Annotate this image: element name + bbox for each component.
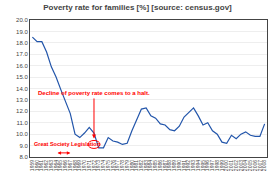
svg-text:1968: 1968 bbox=[72, 160, 78, 171]
svg-text:13.0: 13.0 bbox=[16, 97, 28, 103]
svg-text:Decline of poverty rate comes: Decline of poverty rate comes to a halt. bbox=[38, 90, 150, 96]
svg-text:20.0: 20.0 bbox=[16, 17, 28, 23]
svg-text:1990: 1990 bbox=[176, 160, 182, 171]
svg-text:2006: 2006 bbox=[252, 160, 258, 171]
svg-text:1967: 1967 bbox=[67, 160, 73, 171]
svg-text:1996: 1996 bbox=[204, 160, 210, 171]
svg-text:1997: 1997 bbox=[209, 160, 215, 171]
svg-text:18.0: 18.0 bbox=[16, 40, 28, 46]
svg-text:2000: 2000 bbox=[223, 160, 229, 171]
svg-text:1979: 1979 bbox=[124, 160, 130, 171]
svg-text:19.0: 19.0 bbox=[16, 29, 28, 35]
svg-text:9.0: 9.0 bbox=[19, 143, 28, 149]
svg-text:11.0: 11.0 bbox=[17, 120, 29, 126]
svg-text:1978: 1978 bbox=[119, 160, 125, 171]
svg-text:1973: 1973 bbox=[95, 160, 101, 171]
svg-text:1966: 1966 bbox=[62, 160, 68, 171]
svg-text:1993: 1993 bbox=[190, 160, 196, 171]
svg-text:1971: 1971 bbox=[86, 160, 92, 171]
svg-text:1987: 1987 bbox=[162, 160, 168, 171]
svg-text:1960: 1960 bbox=[34, 160, 40, 171]
svg-text:Poverty rate for families [%]: Poverty rate for families [%] [source: c… bbox=[43, 3, 232, 12]
svg-text:1964: 1964 bbox=[53, 160, 59, 171]
svg-text:17.0: 17.0 bbox=[16, 51, 28, 57]
svg-text:1975: 1975 bbox=[105, 160, 111, 171]
svg-text:1976: 1976 bbox=[110, 160, 116, 171]
svg-text:Great Society Legislation: Great Society Legislation bbox=[34, 141, 101, 147]
svg-text:1962: 1962 bbox=[43, 160, 49, 171]
svg-text:1985: 1985 bbox=[152, 160, 158, 171]
svg-text:2003: 2003 bbox=[238, 160, 244, 171]
svg-text:1991: 1991 bbox=[181, 160, 187, 171]
svg-text:1988: 1988 bbox=[166, 160, 172, 171]
svg-text:1995: 1995 bbox=[200, 160, 206, 171]
svg-text:1970: 1970 bbox=[81, 160, 87, 171]
svg-text:1981: 1981 bbox=[133, 160, 139, 171]
svg-text:16.0: 16.0 bbox=[16, 63, 28, 69]
svg-text:2004: 2004 bbox=[242, 160, 248, 171]
svg-text:15.0: 15.0 bbox=[16, 74, 28, 80]
svg-text:1965: 1965 bbox=[57, 160, 63, 171]
svg-text:12.0: 12.0 bbox=[16, 108, 28, 114]
svg-text:1983: 1983 bbox=[143, 160, 149, 171]
svg-text:2008: 2008 bbox=[261, 160, 267, 171]
svg-text:2002: 2002 bbox=[233, 160, 239, 171]
svg-text:2005: 2005 bbox=[247, 160, 253, 171]
svg-text:1977: 1977 bbox=[114, 160, 120, 171]
svg-text:8.0: 8.0 bbox=[19, 154, 28, 160]
svg-text:2007: 2007 bbox=[257, 160, 263, 171]
svg-text:2001: 2001 bbox=[228, 160, 234, 171]
svg-text:1994: 1994 bbox=[195, 160, 201, 171]
svg-text:1963: 1963 bbox=[48, 160, 54, 171]
svg-text:1998: 1998 bbox=[214, 160, 220, 171]
svg-text:1999: 1999 bbox=[219, 160, 225, 171]
svg-text:1972: 1972 bbox=[91, 160, 97, 171]
svg-text:1982: 1982 bbox=[138, 160, 144, 171]
svg-text:1969: 1969 bbox=[76, 160, 82, 171]
svg-text:1992: 1992 bbox=[185, 160, 191, 171]
svg-text:1961: 1961 bbox=[38, 160, 44, 171]
svg-text:1974: 1974 bbox=[100, 160, 106, 171]
svg-text:1980: 1980 bbox=[129, 160, 135, 171]
svg-text:14.0: 14.0 bbox=[16, 86, 28, 92]
svg-text:1986: 1986 bbox=[157, 160, 163, 171]
svg-text:1984: 1984 bbox=[147, 160, 153, 171]
svg-text:10.0: 10.0 bbox=[16, 131, 28, 137]
svg-text:1989: 1989 bbox=[171, 160, 177, 171]
svg-text:1959: 1959 bbox=[29, 160, 35, 171]
